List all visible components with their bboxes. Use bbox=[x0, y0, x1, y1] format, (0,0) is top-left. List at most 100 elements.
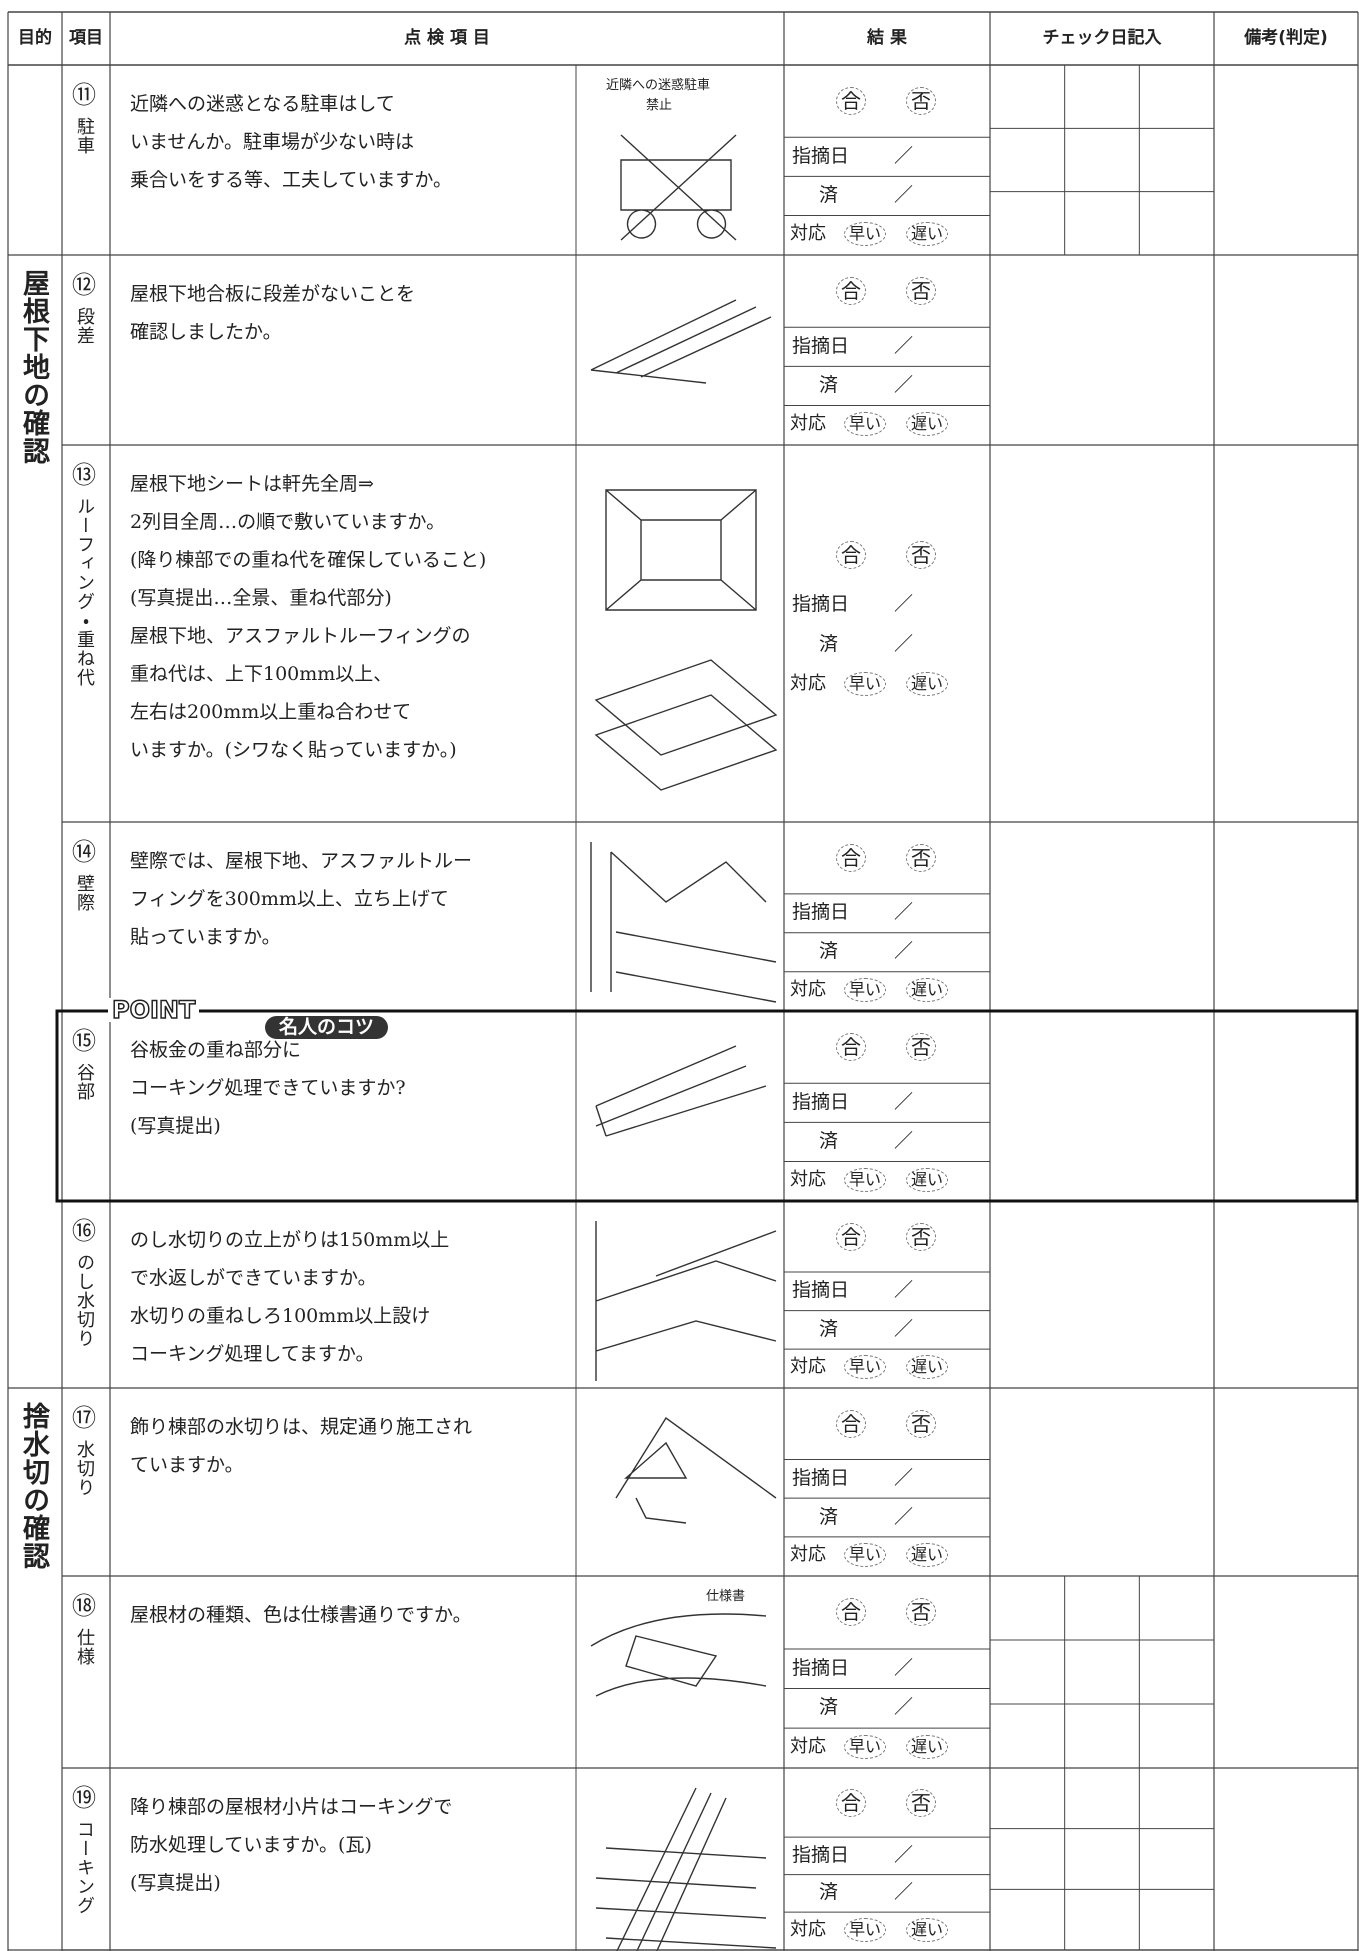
group-label: 屋根下地の確認 bbox=[18, 269, 49, 465]
late: 遅い bbox=[906, 672, 949, 696]
result-fail: 否 bbox=[906, 277, 936, 306]
result-fail: 否 bbox=[906, 1033, 936, 1062]
item-number: ⑬ bbox=[72, 461, 96, 489]
late: 遅い bbox=[906, 412, 949, 437]
response: 対応 bbox=[790, 673, 826, 694]
check-text: 降り棟部の屋根材小片はコーキングで bbox=[130, 1796, 453, 1818]
item-number: ⑯ bbox=[72, 1217, 96, 1245]
pointed-date: 指摘日 bbox=[792, 1843, 850, 1866]
check-text: 左右は200mm以上重ね合わせて bbox=[130, 701, 412, 723]
done: 済 bbox=[819, 373, 839, 396]
check-text: いませんか。駐車場が少ない時は bbox=[130, 131, 415, 153]
late: 遅い bbox=[906, 1168, 949, 1193]
slash: ／ bbox=[894, 1881, 914, 1904]
result-pass: 合 bbox=[836, 1598, 866, 1627]
header-cell: 項目 bbox=[69, 28, 103, 48]
done: 済 bbox=[819, 633, 839, 655]
check-text: 確認しましたか。 bbox=[130, 321, 282, 343]
done: 済 bbox=[819, 1881, 839, 1904]
item-name: 谷部 bbox=[74, 1063, 95, 1101]
item-name: 段差 bbox=[74, 307, 95, 345]
item-number: ⑪ bbox=[72, 81, 96, 109]
response: 対応 bbox=[790, 223, 826, 245]
response: 対応 bbox=[790, 1544, 826, 1566]
slash: ／ bbox=[894, 373, 914, 396]
check-text: コーキング処理できていますか? bbox=[130, 1077, 406, 1099]
early: 早い bbox=[844, 1355, 887, 1380]
result-fail: 否 bbox=[906, 87, 936, 116]
early: 早い bbox=[844, 412, 887, 437]
check-text: 屋根下地合板に段差がないことを bbox=[130, 283, 416, 305]
pointed-date: 指摘日 bbox=[792, 1466, 850, 1489]
response: 対応 bbox=[790, 1356, 826, 1378]
early: 早い bbox=[844, 978, 887, 1003]
done: 済 bbox=[819, 1129, 839, 1152]
header-cell: 目的 bbox=[18, 28, 52, 48]
header-cell: 備考(判定) bbox=[1244, 28, 1328, 48]
slash: ／ bbox=[894, 144, 914, 167]
item-name: 壁際 bbox=[74, 874, 95, 912]
check-text: 2列目全周…の順で敷いていますか。 bbox=[130, 511, 446, 533]
illustration-caption: 近隣への迷惑駐車 bbox=[606, 78, 711, 93]
item-name: のし水切り bbox=[74, 1253, 95, 1348]
result-fail: 否 bbox=[906, 541, 936, 569]
result-pass: 合 bbox=[836, 277, 866, 306]
result-pass: 合 bbox=[836, 1409, 866, 1438]
late: 遅い bbox=[906, 1543, 949, 1568]
slash: ／ bbox=[894, 1505, 914, 1528]
check-text: (降り棟部での重ね代を確保していること) bbox=[130, 549, 487, 571]
pointed-date: 指摘日 bbox=[792, 144, 850, 167]
item-number: ⑱ bbox=[72, 1592, 96, 1620]
early: 早い bbox=[844, 1168, 887, 1193]
check-text: 谷板金の重ね部分に bbox=[130, 1039, 302, 1061]
illustration bbox=[590, 842, 777, 1003]
slash: ／ bbox=[894, 1317, 914, 1340]
illustration bbox=[595, 1045, 767, 1137]
check-text: (写真提出) bbox=[130, 1115, 221, 1137]
illustration bbox=[594, 489, 778, 791]
done: 済 bbox=[819, 1317, 839, 1340]
check-text: 屋根下地、アスファルトルーフィングの bbox=[130, 625, 471, 647]
illustration bbox=[595, 1221, 777, 1381]
check-text: 乗合いをする等、工夫していますか。 bbox=[130, 169, 453, 191]
check-text: 重ね代は、上下100mm以上、 bbox=[130, 663, 393, 685]
check-text: のし水切りの立上がりは150mm以上 bbox=[130, 1229, 450, 1251]
illustration bbox=[595, 1787, 777, 1951]
item-name: コーキング bbox=[74, 1820, 95, 1915]
early: 早い bbox=[844, 222, 887, 247]
response: 対応 bbox=[790, 1918, 826, 1940]
result-fail: 否 bbox=[906, 1222, 936, 1251]
response: 対応 bbox=[790, 1735, 826, 1757]
pointed-date: 指摘日 bbox=[792, 1279, 850, 1302]
item-name: 仕様 bbox=[74, 1628, 95, 1666]
check-text: いますか。(シワなく貼っていますか。) bbox=[130, 739, 457, 761]
slash: ／ bbox=[894, 901, 914, 924]
check-text: 飾り棟部の水切りは、規定通り施工され bbox=[130, 1416, 473, 1438]
done: 済 bbox=[819, 940, 839, 963]
header-cell: チェック日記入 bbox=[1042, 28, 1162, 48]
item-name: 駐車 bbox=[74, 117, 95, 155]
response: 対応 bbox=[790, 1169, 826, 1191]
item-name: 水切り bbox=[74, 1440, 95, 1497]
early: 早い bbox=[844, 1734, 887, 1759]
item-number: ⑭ bbox=[72, 838, 96, 866]
slash: ／ bbox=[894, 1656, 914, 1679]
pointed-date: 指摘日 bbox=[792, 901, 850, 924]
slash: ／ bbox=[894, 633, 914, 655]
slash: ／ bbox=[894, 1279, 914, 1302]
check-text: 壁際では、屋根下地、アスファルトルー bbox=[130, 850, 473, 872]
pointed-date: 指摘日 bbox=[792, 593, 850, 615]
item-number: ⑰ bbox=[72, 1404, 96, 1432]
result-pass: 合 bbox=[836, 843, 866, 872]
item-number: ⑮ bbox=[72, 1027, 96, 1055]
response: 対応 bbox=[790, 979, 826, 1001]
tip-label: 名人のコツ bbox=[265, 1016, 389, 1039]
slash: ／ bbox=[894, 1466, 914, 1489]
point-box bbox=[55, 1009, 1359, 1203]
early: 早い bbox=[844, 1917, 887, 1942]
early: 早い bbox=[844, 672, 887, 696]
illustration-caption: 仕様書 bbox=[706, 1589, 746, 1604]
done: 済 bbox=[819, 183, 839, 206]
slash: ／ bbox=[894, 334, 914, 357]
illustration bbox=[590, 1613, 767, 1697]
